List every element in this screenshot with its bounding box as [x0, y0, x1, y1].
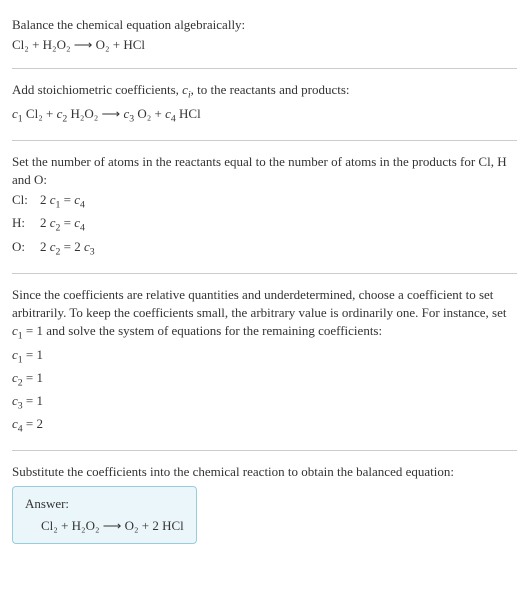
element-label: H: [12, 214, 40, 232]
atom-equations: Cl: 2 c1 = c4H: 2 c2 = c4 O: 2 c2 = 2 c3 [12, 191, 517, 259]
arbitrary-section: Since the coefficients are relative quan… [12, 278, 517, 447]
solution-row: c2 = 1 [12, 369, 517, 390]
subst-text: Substitute the coefficients into the che… [12, 463, 517, 481]
divider [12, 68, 517, 69]
intro-section: Balance the chemical equation algebraica… [12, 8, 517, 64]
stoich-text-b: , to the reactants and products: [191, 82, 350, 97]
arb-text-b: = 1 and solve the system of equations fo… [23, 323, 382, 338]
eq-part: Cl₂ + [23, 106, 57, 121]
divider [12, 450, 517, 451]
sol-val: = 1 [23, 347, 43, 362]
element-label: O: [12, 238, 40, 256]
rhs-sub: 4 [80, 200, 85, 211]
answer-box: Answer: Cl₂ + H₂O₂ ⟶ O₂ + 2 HCl [12, 486, 197, 544]
solution-rows: c1 = 1c2 = 1c3 = 1c4 = 2 [12, 346, 517, 437]
divider [12, 140, 517, 141]
solution-row: c3 = 1 [12, 392, 517, 413]
lhs-num: 2 [40, 239, 50, 254]
lhs-num: 2 [40, 192, 50, 207]
divider [12, 273, 517, 274]
sol-val: = 1 [23, 370, 43, 385]
atoms-intro: Set the number of atoms in the reactants… [12, 153, 517, 189]
subst-section: Substitute the coefficients into the che… [12, 455, 517, 552]
sol-val: = 2 [23, 416, 43, 431]
eq-mid: = [60, 192, 74, 207]
arb-text-a: Since the coefficients are relative quan… [12, 287, 507, 320]
lhs-num: 2 [40, 215, 50, 230]
intro-text: Balance the chemical equation algebraica… [12, 16, 517, 34]
eq-part: HCl [176, 106, 201, 121]
atom-equation-row: O: 2 c2 = 2 c3 [12, 238, 517, 259]
stoich-intro: Add stoichiometric coefficients, ci, to … [12, 81, 517, 102]
atoms-section: Set the number of atoms in the reactants… [12, 145, 517, 269]
rhs-sub: 4 [80, 223, 85, 234]
eq-mid: = 2 [60, 239, 84, 254]
eq-part: H₂O₂ ⟶ [67, 106, 123, 121]
solution-row: c4 = 2 [12, 415, 517, 436]
sol-val: = 1 [23, 393, 43, 408]
atom-equation-row: H: 2 c2 = c4 [12, 214, 517, 235]
atom-equation-row: Cl: 2 c1 = c4 [12, 191, 517, 212]
stoich-text-a: Add stoichiometric coefficients, [12, 82, 182, 97]
element-label: Cl: [12, 191, 40, 209]
eq-mid: = [60, 215, 74, 230]
answer-equation: Cl₂ + H₂O₂ ⟶ O₂ + 2 HCl [25, 517, 184, 535]
arbitrary-text: Since the coefficients are relative quan… [12, 286, 517, 344]
answer-label: Answer: [25, 495, 184, 513]
stoich-equation: c1 Cl₂ + c2 H₂O₂ ⟶ c3 O₂ + c4 HCl [12, 105, 517, 126]
intro-equation: Cl₂ + H₂O₂ ⟶ O₂ + HCl [12, 36, 517, 54]
solution-row: c1 = 1 [12, 346, 517, 367]
rhs-sub: 3 [90, 246, 95, 257]
stoich-section: Add stoichiometric coefficients, ci, to … [12, 73, 517, 135]
eq-part: O₂ + [134, 106, 165, 121]
